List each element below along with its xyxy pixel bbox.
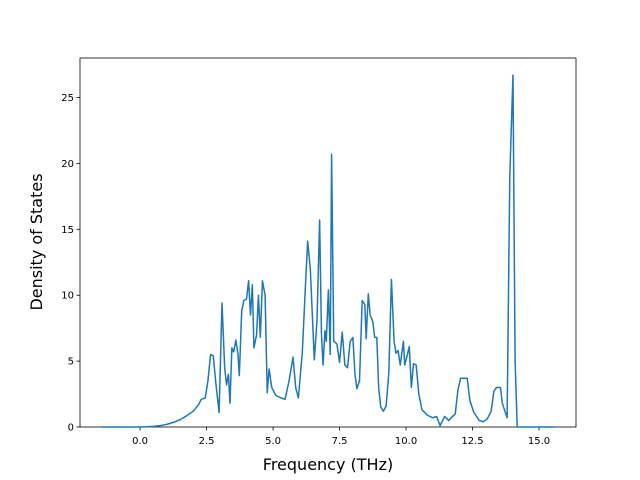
x-tick-label: 5.0 <box>265 436 281 447</box>
density-line <box>101 74 555 428</box>
x-tick-label: 7.5 <box>332 436 348 447</box>
y-tick-label: 25 <box>61 93 74 104</box>
x-tick-label: 12.5 <box>461 436 483 447</box>
y-tick-label: 0 <box>68 423 74 434</box>
x-tick-label: 15.0 <box>528 436 550 447</box>
x-tick-label: 2.5 <box>199 436 215 447</box>
y-tick-label: 20 <box>61 159 74 170</box>
x-tick-label: 10.0 <box>395 436 417 447</box>
y-tick-label: 5 <box>68 357 74 368</box>
y-tick-label: 10 <box>61 291 74 302</box>
y-axis-label: Density of States <box>27 173 46 310</box>
plot-frame <box>79 57 577 428</box>
x-axis-label: Frequency (THz) <box>263 455 393 474</box>
x-tick-label: 0.0 <box>132 436 148 447</box>
y-tick-label: 15 <box>61 225 74 236</box>
